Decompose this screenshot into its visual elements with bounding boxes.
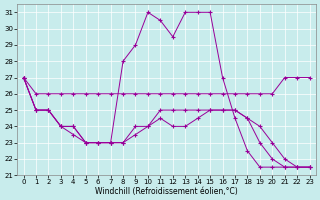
- X-axis label: Windchill (Refroidissement éolien,°C): Windchill (Refroidissement éolien,°C): [95, 187, 238, 196]
